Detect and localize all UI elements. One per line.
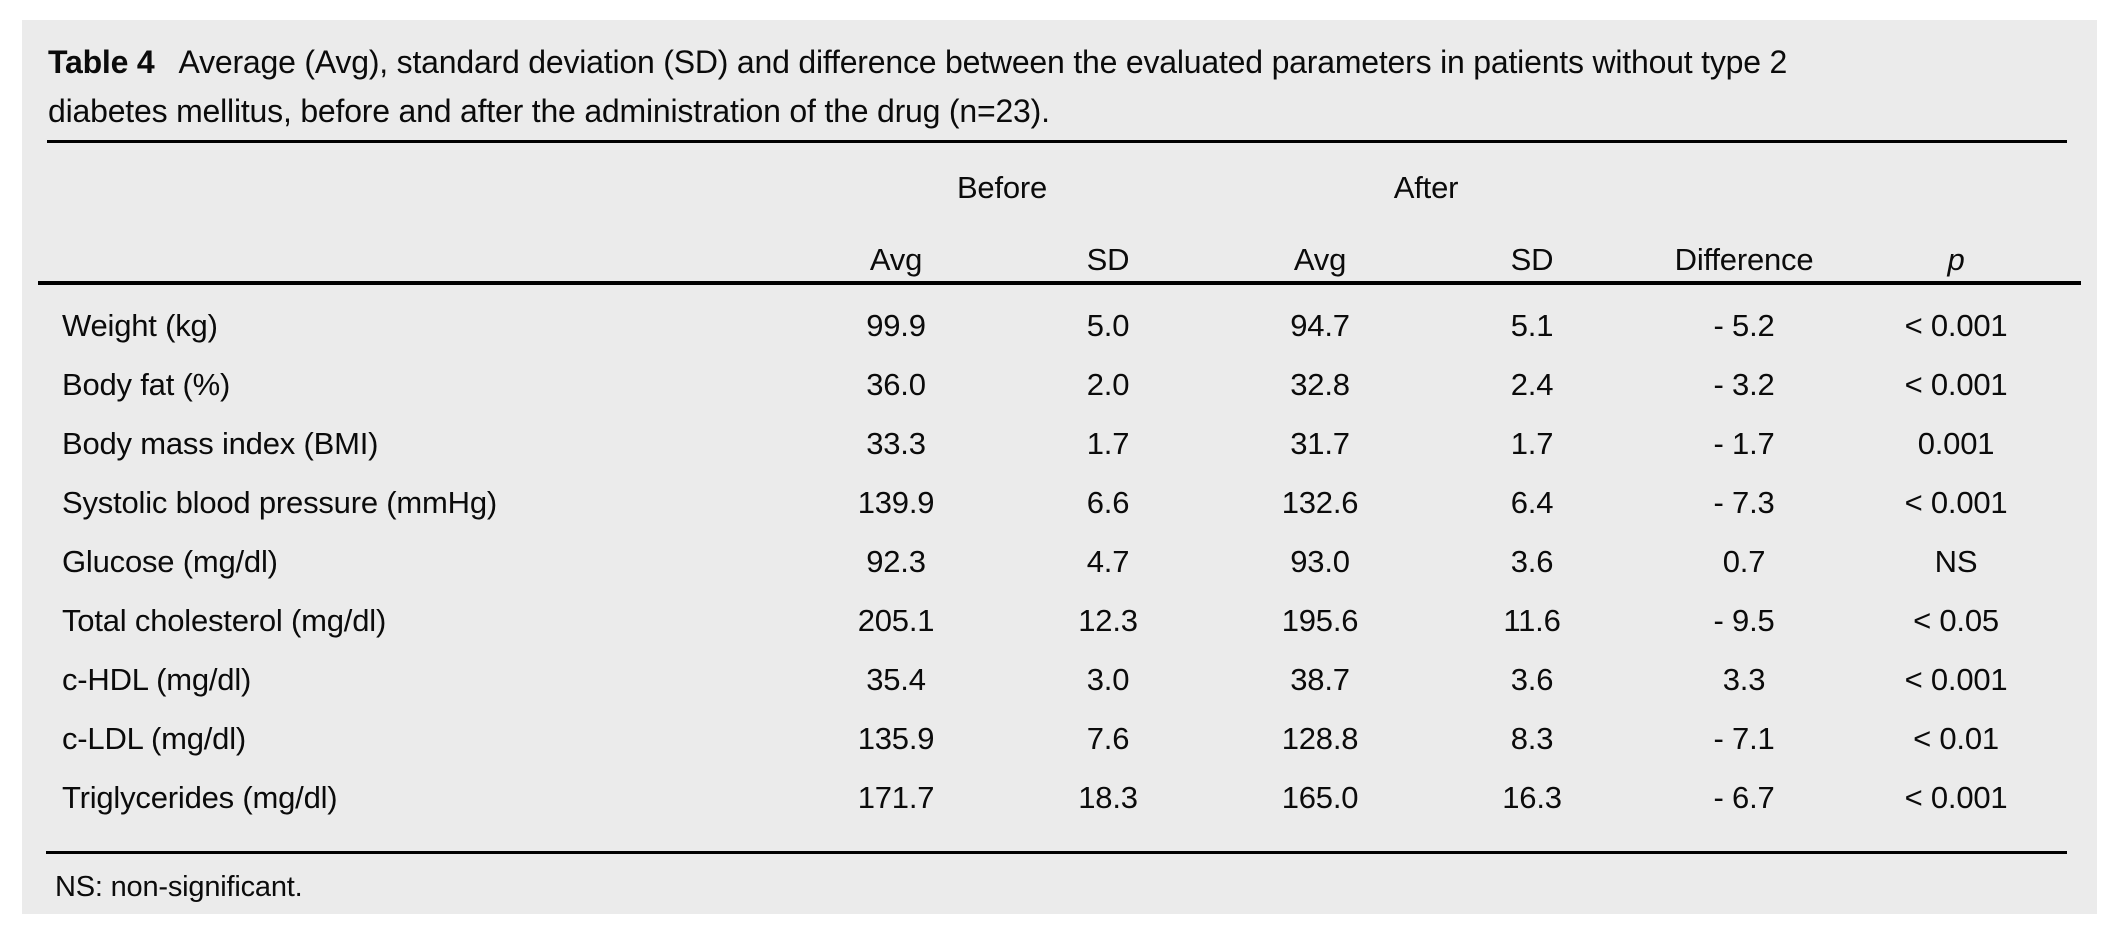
table-caption-line2: diabetes mellitus, before and after the … (48, 93, 1050, 129)
cell-p-value: < 0.001 (1904, 484, 2008, 520)
column-header-difference: Difference (1674, 242, 1814, 277)
table-footnote: NS: non-significant. (55, 871, 303, 903)
cell-after-sd: 3.6 (1510, 543, 1554, 579)
table-panel: Table 4 Average (Avg), standard deviation… (22, 20, 2097, 914)
table-number: Table 4 (48, 44, 155, 80)
cell-after-sd: 16.3 (1502, 779, 1562, 815)
cell-after-avg: 94.7 (1290, 307, 1350, 343)
cell-before-avg: 35.4 (866, 661, 926, 697)
cell-after-avg: 132.6 (1281, 484, 1359, 520)
cell-before-avg: 205.1 (857, 602, 935, 638)
empty-cell (22, 224, 790, 296)
row-label: Triglycerides (mg/dl) (62, 779, 338, 815)
cell-before-sd: 12.3 (1078, 602, 1138, 638)
cell-before-sd: 7.6 (1086, 720, 1130, 756)
cell-after-avg: 165.0 (1281, 779, 1359, 815)
cell-after-sd: 5.1 (1510, 307, 1554, 343)
table-row: c-HDL (mg/dl) 35.4 3.0 38.7 3.6 3.3 < 0.… (22, 650, 2062, 709)
column-header-before-sd: SD (1086, 242, 1130, 277)
table-row: c-LDL (mg/dl) 135.9 7.6 128.8 8.3 - 7.1 … (22, 709, 2062, 768)
row-label: c-LDL (mg/dl) (62, 720, 247, 756)
cell-before-avg: 139.9 (857, 484, 935, 520)
cell-difference: - 5.2 (1713, 307, 1775, 343)
cell-p-value: < 0.001 (1904, 366, 2008, 402)
column-header-row: Avg SD Avg SD Difference p (22, 224, 2062, 296)
column-header-p: p (1947, 242, 1965, 277)
cell-after-avg: 195.6 (1281, 602, 1359, 638)
cell-before-sd: 18.3 (1078, 779, 1138, 815)
cell-p-value: < 0.001 (1904, 661, 2008, 697)
cell-p-value: < 0.001 (1904, 307, 2008, 343)
cell-after-sd: 1.7 (1510, 425, 1554, 461)
row-label: c-HDL (mg/dl) (62, 661, 252, 697)
cell-difference: - 1.7 (1713, 425, 1775, 461)
cell-before-avg: 171.7 (857, 779, 935, 815)
table-row: Triglycerides (mg/dl) 171.7 18.3 165.0 1… (22, 768, 2062, 827)
caption-divider-rule (47, 140, 2067, 143)
cell-difference: - 7.3 (1713, 484, 1775, 520)
table-caption: Table 4 Average (Avg), standard deviation… (48, 38, 2068, 136)
cell-after-avg: 93.0 (1290, 543, 1350, 579)
cell-after-sd: 6.4 (1510, 484, 1554, 520)
table-row: Body mass index (BMI) 33.3 1.7 31.7 1.7 … (22, 414, 2062, 473)
cell-before-avg: 36.0 (866, 366, 926, 402)
row-label: Weight (kg) (62, 307, 218, 343)
column-header-after-sd: SD (1510, 242, 1554, 277)
cell-difference: - 7.1 (1713, 720, 1775, 756)
table-row: Glucose (mg/dl) 92.3 4.7 93.0 3.6 0.7 NS (22, 532, 2062, 591)
cell-before-sd: 2.0 (1086, 366, 1130, 402)
cell-p-value: < 0.05 (1913, 602, 1999, 638)
cell-after-sd: 3.6 (1510, 661, 1554, 697)
cell-before-avg: 92.3 (866, 543, 926, 579)
empty-cell (1850, 152, 2062, 224)
cell-after-sd: 2.4 (1510, 366, 1554, 402)
table-row: Body fat (%) 36.0 2.0 32.8 2.4 - 3.2 < 0… (22, 355, 2062, 414)
row-label: Systolic blood pressure (mmHg) (62, 484, 498, 520)
cell-after-avg: 38.7 (1290, 661, 1350, 697)
row-label: Body fat (%) (62, 366, 231, 402)
cell-after-avg: 32.8 (1290, 366, 1350, 402)
results-table: Before After Avg SD Avg SD Difference p (22, 152, 2062, 827)
cell-after-sd: 11.6 (1503, 602, 1561, 638)
cell-after-avg: 128.8 (1281, 720, 1359, 756)
cell-before-avg: 33.3 (866, 425, 926, 461)
cell-before-sd: 4.7 (1086, 543, 1130, 579)
cell-p-value: 0.001 (1917, 425, 1995, 461)
cell-difference: - 3.2 (1713, 366, 1775, 402)
group-header-before: Before (956, 170, 1048, 205)
row-label: Total cholesterol (mg/dl) (62, 602, 387, 638)
cell-before-sd: 5.0 (1086, 307, 1130, 343)
table-row: Total cholesterol (mg/dl) 205.1 12.3 195… (22, 591, 2062, 650)
footer-divider-rule (46, 851, 2067, 854)
column-header-after-avg: Avg (1293, 242, 1347, 277)
cell-after-sd: 8.3 (1510, 720, 1554, 756)
row-label: Body mass index (BMI) (62, 425, 379, 461)
cell-before-sd: 6.6 (1086, 484, 1130, 520)
cell-difference: - 9.5 (1713, 602, 1775, 638)
cell-before-avg: 99.9 (866, 307, 926, 343)
table-row: Weight (kg) 99.9 5.0 94.7 5.1 - 5.2 < 0.… (22, 296, 2062, 355)
cell-p-value: < 0.01 (1913, 720, 1999, 756)
table-row: Systolic blood pressure (mmHg) 139.9 6.6… (22, 473, 2062, 532)
cell-before-avg: 135.9 (857, 720, 935, 756)
cell-difference: 3.3 (1722, 661, 1766, 697)
cell-after-avg: 31.7 (1290, 425, 1350, 461)
empty-cell (1638, 152, 1850, 224)
group-header-row: Before After (22, 152, 2062, 224)
column-header-before-avg: Avg (869, 242, 923, 277)
table-caption-line1: Average (Avg), standard deviation (SD) a… (178, 44, 1788, 80)
cell-difference: - 6.7 (1713, 779, 1775, 815)
cell-before-sd: 3.0 (1086, 661, 1130, 697)
header-divider-rule (38, 281, 2081, 285)
empty-cell (22, 152, 790, 224)
row-label: Glucose (mg/dl) (62, 543, 278, 579)
group-header-after: After (1393, 170, 1459, 205)
cell-difference: 0.7 (1722, 543, 1766, 579)
cell-p-value: NS (1934, 543, 1978, 579)
cell-before-sd: 1.7 (1086, 425, 1130, 461)
cell-p-value: < 0.001 (1904, 779, 2008, 815)
